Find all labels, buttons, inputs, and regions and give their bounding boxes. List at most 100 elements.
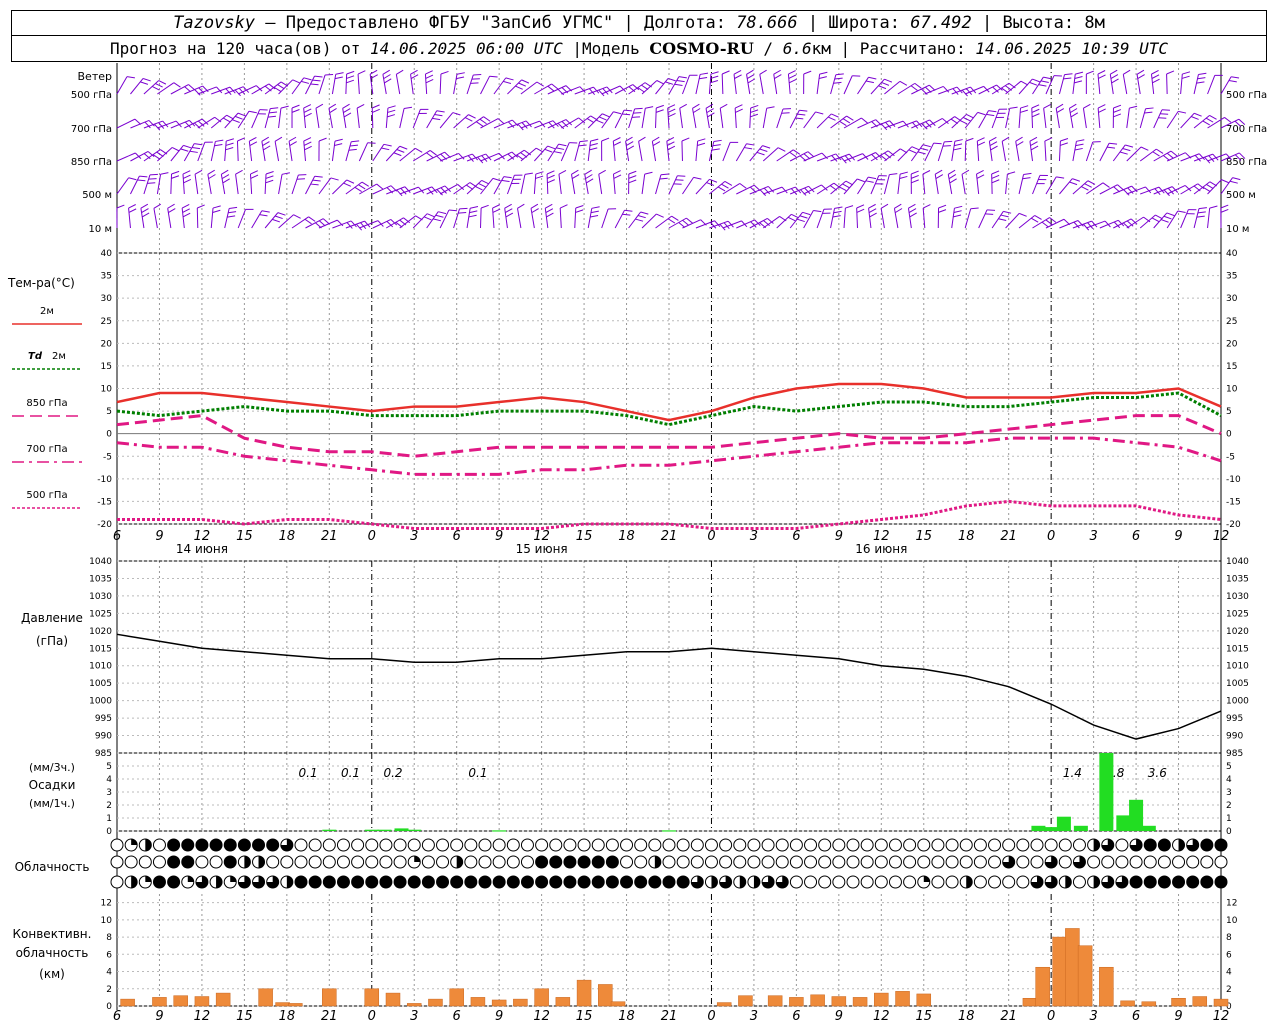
precip-tick-right: 3 <box>1226 788 1232 798</box>
temp-tick-left: 15 <box>101 362 112 372</box>
cloud-symbol <box>719 855 733 869</box>
cloud-circle <box>860 875 874 889</box>
wind-barb-feather <box>842 183 850 189</box>
wind-barb-staff <box>1031 107 1034 129</box>
wind-barb-feather <box>546 170 555 175</box>
wind-barb-feather <box>1145 186 1152 194</box>
wind-barb-feather <box>1171 186 1179 193</box>
wind-barb-staff <box>128 208 131 229</box>
wind-barb-feather <box>1049 217 1057 223</box>
cloud-circle <box>294 855 308 869</box>
wind-barb-staff <box>843 153 863 162</box>
wind-barb-staff <box>395 74 401 95</box>
wind-barb-staff <box>816 209 825 229</box>
precip-tick-left: 3 <box>106 788 112 798</box>
wind-barb-feather <box>436 110 445 113</box>
wind-barb-staff <box>991 211 1004 229</box>
cloud-symbol <box>860 875 874 889</box>
wind-barb-staff <box>453 153 473 162</box>
conv-bar <box>364 988 380 1007</box>
cloud-symbol <box>110 838 124 852</box>
cloud-fill <box>1130 839 1143 852</box>
wind-barb-staff <box>641 80 658 95</box>
wind-barb-feather <box>759 148 768 152</box>
wind-barb-staff <box>1097 74 1101 95</box>
wind-barb-feather <box>788 78 797 84</box>
cloud-circle <box>818 838 832 852</box>
cloud-circle <box>931 875 945 889</box>
wind-barb-feather <box>182 208 190 213</box>
forecast-label: Прогноз на 120 часа(ов) от <box>109 39 361 58</box>
wind-barb-feather <box>328 103 337 109</box>
wind-barb-staff <box>426 211 439 229</box>
wind-barb-feather <box>432 117 441 121</box>
cloud-symbol <box>322 875 336 889</box>
wind-barb-feather <box>750 221 757 228</box>
wind-barb-feather <box>1060 138 1069 142</box>
wind-barb-feather <box>861 117 868 124</box>
cloud-circle <box>1200 838 1214 852</box>
cloud-symbol <box>1030 855 1044 869</box>
wind-barb-feather <box>1074 147 1083 151</box>
wind-barb-staff <box>857 77 869 95</box>
conv-bar <box>152 997 167 1007</box>
wind-barb-feather <box>330 177 339 181</box>
cloud-symbol <box>181 875 195 889</box>
wind-barb-feather <box>312 79 321 82</box>
wind-barb-staff <box>303 108 306 129</box>
wind-barb-feather <box>403 217 411 224</box>
wind-barb-staff <box>964 208 972 229</box>
wind-barb-feather <box>249 136 257 142</box>
wind-barb-feather <box>151 86 160 91</box>
wind-barb-feather <box>667 108 676 113</box>
cloud-circle <box>167 855 181 869</box>
wind-barb-staff <box>787 74 791 95</box>
cloud-fill <box>131 876 138 888</box>
cloud-symbol <box>124 838 138 852</box>
wind-barb-staff <box>978 209 988 229</box>
wind-barb-feather <box>652 141 661 147</box>
pressure-tick-right: 995 <box>1226 714 1243 724</box>
wind-barb-staff <box>466 116 484 129</box>
cloud-circle <box>563 855 577 869</box>
wind-barb-feather <box>1003 210 1012 214</box>
wind-barb-staff <box>587 208 593 229</box>
cloud-fill <box>691 876 704 888</box>
wind-barb-feather <box>431 186 438 194</box>
wind-barb-feather <box>191 146 201 150</box>
cloud-circle <box>336 875 350 889</box>
wind-barb-staff <box>385 145 401 162</box>
wind-barb-staff <box>130 175 140 195</box>
wind-barb-feather <box>168 208 176 214</box>
wind-barb-staff <box>264 173 267 195</box>
cloud-circle <box>959 838 973 852</box>
wind-barb-feather <box>908 203 916 209</box>
wind-barb-feather <box>1074 80 1083 84</box>
wind-barb-feather <box>831 155 838 162</box>
wind-barb-feather <box>1160 219 1169 223</box>
wind-barb-feather <box>468 114 476 119</box>
cloud-circle <box>393 838 407 852</box>
time-tick-label-bottom: 9 <box>1174 1009 1182 1024</box>
wind-barb-feather <box>342 103 350 109</box>
calc-time: 14.06.2025 10:39 UTC <box>975 39 1169 58</box>
wind-barb-feather <box>1020 80 1029 86</box>
wind-barb-staff <box>143 120 163 129</box>
wind-barb-feather <box>517 203 525 209</box>
cloud-symbol <box>789 855 803 869</box>
model-label: Модель <box>581 39 640 58</box>
cloud-symbol <box>549 855 563 869</box>
wind-barb-staff <box>897 120 917 129</box>
cloud-symbol <box>662 838 676 852</box>
wind-barb-feather <box>1220 208 1229 213</box>
conv-bar <box>874 992 889 1007</box>
wind-barb-feather <box>710 75 719 79</box>
wind-barb-staff <box>318 177 332 195</box>
wind-barb-feather <box>1097 70 1106 75</box>
wind-barb-feather <box>1234 120 1242 127</box>
cloud-circle <box>1058 838 1072 852</box>
wind-barb-staff <box>868 208 872 229</box>
wind-barb-staff <box>1086 220 1106 229</box>
precip-bar <box>407 829 422 831</box>
cloud-symbol <box>478 855 492 869</box>
